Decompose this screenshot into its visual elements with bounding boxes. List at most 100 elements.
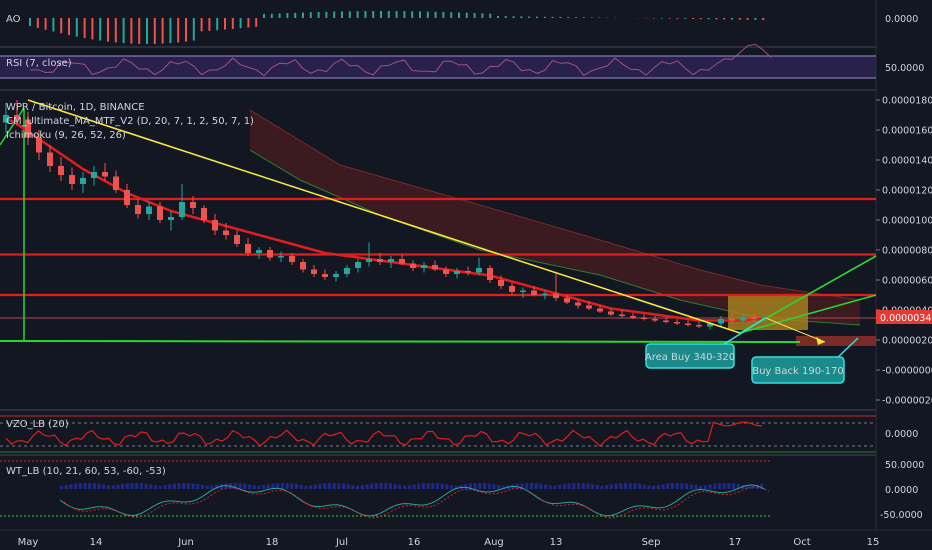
wt-histogram-bar: [384, 483, 388, 489]
wt-histogram-bar: [295, 484, 298, 489]
candle-body: [630, 316, 636, 318]
wt-histogram-bar: [205, 485, 209, 489]
candle-body: [366, 259, 372, 262]
wt-histogram-bar: [746, 485, 750, 489]
wt-histogram-bar: [233, 483, 237, 489]
wt-histogram-bar: [436, 483, 439, 489]
wt-histogram-bar: [591, 484, 595, 489]
candle-body: [432, 265, 438, 270]
wt-histogram-bar: [750, 485, 754, 489]
time-axis-label: 14: [90, 537, 103, 548]
vzo-pane: VZO_LB (20) 0.0000: [0, 415, 918, 453]
wt-histogram-bar: [191, 483, 195, 489]
candle-body: [586, 305, 592, 309]
wt-histogram-bar: [398, 484, 402, 489]
candle-body: [58, 166, 64, 175]
time-axis: May 14 Jun 18 Jul 16 Aug 13 Sep 17 Oct 15: [18, 537, 880, 548]
wt-histogram-bar: [346, 484, 350, 489]
wt-histogram-bar: [266, 484, 270, 489]
candle-body: [707, 323, 713, 327]
wt-histogram-bar: [478, 483, 482, 489]
ma-line: [5, 116, 765, 322]
wt-histogram-bar: [661, 484, 665, 489]
wt-histogram-bar: [365, 484, 369, 489]
candle-body: [597, 308, 603, 312]
rsi-pane: RSI (7, close) 50.0000: [0, 43, 924, 79]
wt-histogram-bar: [671, 483, 674, 489]
candle-body: [487, 268, 493, 280]
candle-body: [674, 322, 680, 324]
wt-histogram-bar: [102, 484, 106, 489]
time-axis-label: May: [18, 537, 39, 548]
price-axis-tick-label: -0.00000200: [882, 396, 932, 407]
wt-histogram-bar: [652, 485, 656, 489]
candle-body: [102, 172, 108, 177]
wt-histogram-bar: [483, 483, 486, 489]
wt-histogram-bar: [694, 484, 698, 489]
candle-body: [399, 259, 405, 264]
time-axis-label: Oct: [793, 537, 810, 548]
ao-pane: AO 0.0000: [6, 11, 918, 44]
wt-histogram-bar: [60, 486, 63, 489]
wt-histogram-bar: [642, 484, 646, 489]
wt-histogram-bar: [360, 484, 364, 489]
candle-body: [179, 202, 185, 217]
wt-histogram-bar: [393, 484, 397, 489]
wt-histogram-bar: [497, 484, 501, 489]
wt-histogram-bar: [718, 483, 721, 489]
wt-histogram-bar: [440, 483, 444, 489]
time-axis-label: 16: [408, 537, 421, 548]
vzo-line: [5, 421, 763, 447]
callout-buy-back: Buy Back 190-170: [751, 356, 845, 384]
candle-body: [498, 280, 504, 286]
sr-levels: [0, 197, 876, 297]
candle-body: [91, 172, 97, 178]
wt-histogram-bar: [318, 483, 322, 489]
time-axis-label: 18: [266, 537, 279, 548]
candle-body: [608, 311, 614, 315]
wt-histogram-bar: [605, 485, 609, 489]
area-buy-zone: [728, 294, 808, 330]
callout-area-buy-text: Area Buy 340-320: [645, 352, 735, 363]
candle-body: [113, 176, 119, 190]
wt-histogram-bar: [431, 483, 435, 489]
indicator-label-ma: CM_Ultimate_MA_MTF_V2 (D, 20, 7, 1, 2, 5…: [6, 116, 254, 127]
wt-histogram-bar: [139, 483, 143, 489]
wt-histogram-bar: [685, 483, 689, 489]
wt-histogram-bar: [78, 483, 82, 489]
wt-histogram-bar: [370, 483, 374, 489]
wt-histogram-bar: [74, 483, 78, 489]
wt-histogram-bar: [656, 484, 660, 489]
wt-histogram-bar: [177, 483, 181, 489]
wt-histogram-bar: [389, 483, 392, 489]
wt-histogram-bar: [280, 483, 284, 489]
wt-histogram-bar: [313, 484, 317, 489]
wt-histogram-bar: [158, 485, 162, 489]
time-axis-label: 17: [729, 537, 742, 548]
ao-axis-tick: 0.0000: [885, 14, 918, 25]
wt-histogram-bar: [379, 483, 383, 489]
candle-body: [223, 230, 229, 235]
wt-histogram-bar: [116, 484, 120, 489]
time-axis-label: 15: [867, 537, 880, 548]
wt-histogram-bar: [337, 483, 341, 489]
candle-body: [619, 314, 625, 316]
candle-body: [553, 293, 559, 298]
wt-histogram-bar: [64, 485, 68, 489]
wt-histogram-bar: [713, 483, 717, 489]
wt-histogram-bar: [257, 485, 261, 489]
last-price-text: 0.00000345: [880, 313, 932, 324]
wt-histogram-bar: [624, 483, 627, 489]
wt-histogram-bar: [501, 485, 505, 489]
candle-body: [344, 268, 350, 274]
ao-label: AO: [6, 14, 21, 25]
candles: [3, 100, 768, 330]
time-axis-label: Aug: [484, 537, 504, 548]
wt-histogram-bar: [412, 484, 416, 489]
candle-body: [135, 205, 141, 214]
